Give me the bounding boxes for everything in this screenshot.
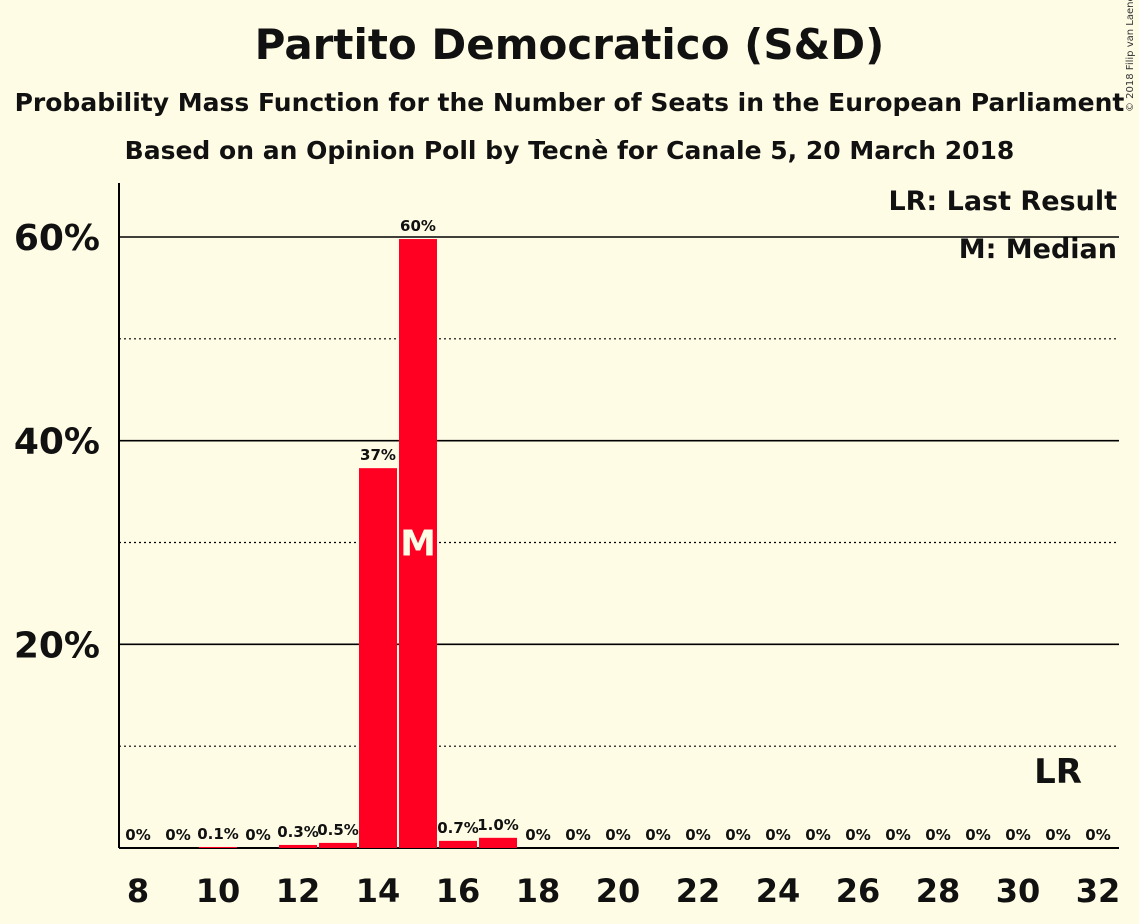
x-tick-label: 30 — [996, 872, 1041, 910]
bar-value-label: 0% — [845, 826, 870, 844]
bar-value-label: 60% — [400, 217, 436, 235]
bar-value-label: 0% — [125, 826, 150, 844]
bar-value-label: 0% — [965, 826, 990, 844]
bar-value-label: 0% — [925, 826, 950, 844]
x-tick-label: 10 — [196, 872, 241, 910]
y-tick-label: 20% — [14, 625, 100, 666]
bar-value-label: 0% — [765, 826, 790, 844]
bar-value-label: 0% — [605, 826, 630, 844]
bar — [439, 840, 477, 848]
x-tick-label: 8 — [127, 872, 149, 910]
bar-value-label: 0.7% — [437, 819, 479, 837]
bar-value-label: 0.1% — [197, 825, 239, 843]
x-tick-label: 22 — [676, 872, 721, 910]
bar-value-label: 37% — [360, 446, 396, 464]
bar-value-label: 0.5% — [317, 821, 359, 839]
last-result-marker: LR — [1034, 752, 1082, 792]
bar-value-label: 0% — [565, 826, 590, 844]
legend-median: M: Median — [959, 234, 1117, 265]
chart-subtitle-source: Based on an Opinion Poll by Tecnè for Ca… — [124, 136, 1015, 165]
x-tick-label: 20 — [596, 872, 641, 910]
x-tick-label: 14 — [356, 872, 401, 910]
x-tick-label: 24 — [756, 872, 801, 910]
x-tick-label: 18 — [516, 872, 561, 910]
bar-value-label: 0% — [685, 826, 710, 844]
legend-last-result: LR: Last Result — [888, 186, 1117, 217]
bar-value-label: 0.3% — [277, 823, 319, 841]
bar-value-label: 0% — [805, 826, 830, 844]
bar — [319, 842, 357, 848]
bar — [199, 846, 237, 848]
bar — [399, 239, 437, 848]
median-marker: M — [400, 524, 436, 565]
bar-value-label: 0% — [1045, 826, 1070, 844]
bar-value-label: 0% — [165, 826, 190, 844]
bar-value-label: 0% — [885, 826, 910, 844]
x-tick-label: 32 — [1076, 872, 1121, 910]
x-tick-label: 12 — [276, 872, 321, 910]
bar-value-label: 0% — [725, 826, 750, 844]
bar-value-label: 0% — [1085, 826, 1110, 844]
x-tick-label: 26 — [836, 872, 881, 910]
bar — [279, 844, 317, 848]
bar-value-label: 0% — [645, 826, 670, 844]
bar — [479, 837, 517, 848]
chart-title: Partito Democratico (S&D) — [254, 20, 885, 69]
y-tick-label: 40% — [14, 422, 100, 463]
y-tick-label: 60% — [14, 218, 100, 259]
bar — [359, 468, 397, 848]
x-tick-label: 16 — [436, 872, 481, 910]
chart-subtitle-method: Probability Mass Function for the Number… — [14, 88, 1125, 117]
bar-value-label: 0% — [245, 826, 270, 844]
bar-value-label: 0% — [1005, 826, 1030, 844]
bar-value-label: 0% — [525, 826, 550, 844]
bar-value-label: 1.0% — [477, 816, 519, 834]
x-tick-label: 28 — [916, 872, 961, 910]
